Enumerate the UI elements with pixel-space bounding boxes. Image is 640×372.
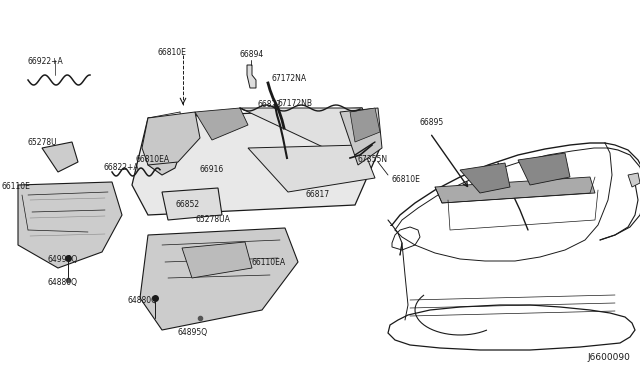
Text: 65278U: 65278U (28, 138, 58, 147)
Text: 66895: 66895 (420, 118, 444, 127)
Text: 67172NB: 67172NB (278, 99, 313, 108)
Text: 66817: 66817 (305, 190, 329, 199)
Polygon shape (140, 228, 298, 330)
Text: 66916: 66916 (200, 165, 224, 174)
Polygon shape (340, 108, 382, 165)
Text: 66110E: 66110E (2, 182, 31, 191)
Text: 66922+A: 66922+A (28, 57, 64, 66)
Polygon shape (195, 108, 248, 140)
Text: 66810EA: 66810EA (135, 155, 169, 164)
Text: 67172NA: 67172NA (272, 74, 307, 83)
Text: 67355N: 67355N (358, 155, 388, 164)
Polygon shape (18, 182, 122, 268)
Text: 66852: 66852 (175, 200, 199, 209)
Text: 66822+A: 66822+A (104, 163, 140, 172)
Polygon shape (182, 242, 252, 278)
Polygon shape (628, 173, 640, 187)
Text: 66110EA: 66110EA (252, 258, 286, 267)
Text: 64880Q: 64880Q (48, 278, 78, 287)
Polygon shape (518, 153, 570, 185)
Polygon shape (132, 108, 380, 215)
Text: 66894: 66894 (240, 50, 264, 59)
Polygon shape (42, 142, 78, 172)
Polygon shape (350, 108, 380, 142)
Text: 64994Q: 64994Q (48, 255, 78, 264)
Text: 66810E: 66810E (158, 48, 187, 57)
Polygon shape (142, 112, 200, 165)
Text: J6600090: J6600090 (587, 353, 630, 362)
Polygon shape (240, 108, 380, 155)
Text: 64895Q: 64895Q (178, 328, 208, 337)
Text: 65278UA: 65278UA (195, 215, 230, 224)
Polygon shape (248, 145, 375, 192)
Polygon shape (435, 177, 595, 203)
Polygon shape (148, 128, 182, 175)
Text: 64880Q: 64880Q (128, 296, 158, 305)
Polygon shape (247, 65, 256, 88)
Text: 66822: 66822 (258, 100, 282, 109)
Text: 66810E: 66810E (392, 175, 421, 184)
Polygon shape (460, 163, 510, 193)
Polygon shape (162, 188, 222, 220)
